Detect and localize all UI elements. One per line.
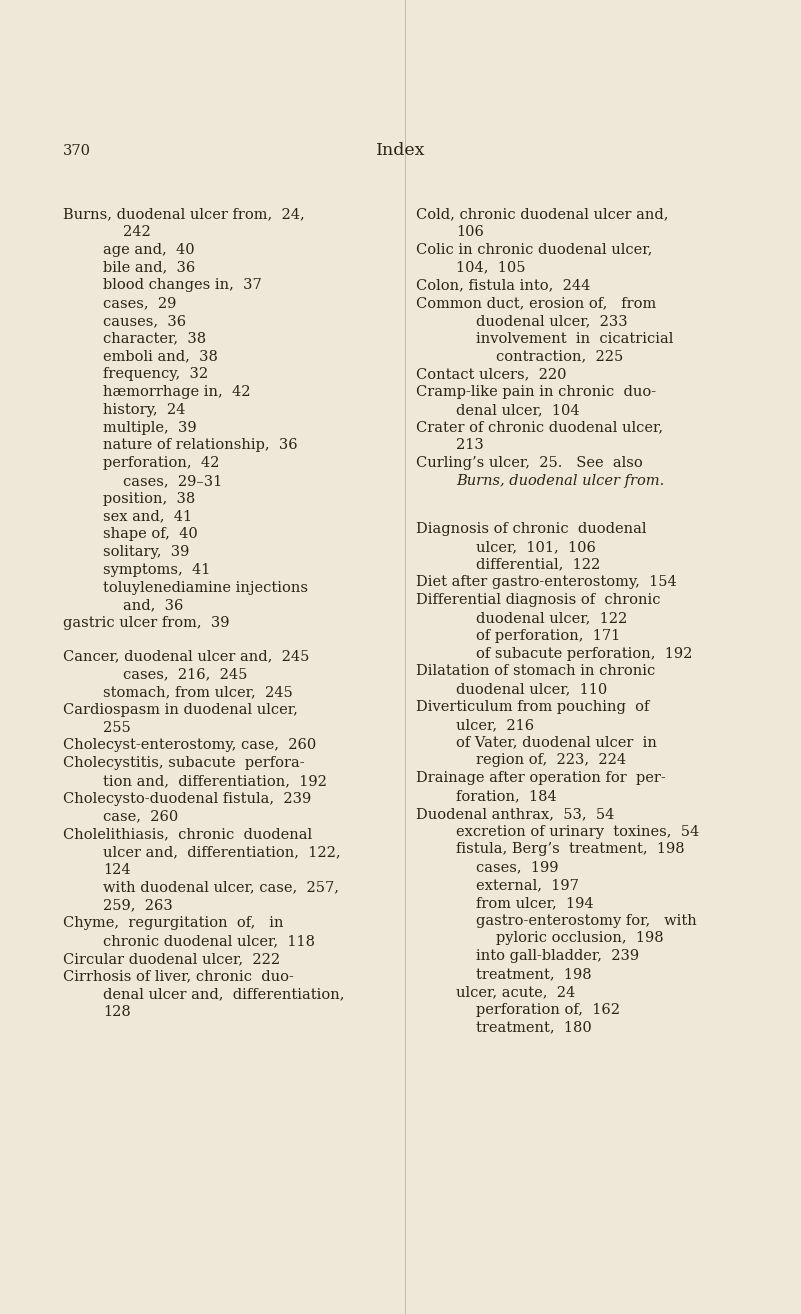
Text: Drainage after operation for  per-: Drainage after operation for per- [416,771,666,786]
Text: Cholecysto-duodenal fistula,  239: Cholecysto-duodenal fistula, 239 [63,792,312,805]
Text: Cirrhosis of liver, chronic  duo-: Cirrhosis of liver, chronic duo- [63,970,294,984]
Text: blood changes in,  37: blood changes in, 37 [103,279,262,292]
Text: and,  36: and, 36 [123,599,183,612]
Text: emboli and,  38: emboli and, 38 [103,350,218,364]
Text: character,  38: character, 38 [103,331,206,346]
Text: symptoms,  41: symptoms, 41 [103,562,211,577]
Text: perforation of,  162: perforation of, 162 [476,1003,620,1017]
Text: Index: Index [376,142,425,159]
Text: 128: 128 [103,1005,131,1020]
Text: Chyme,  regurgitation  of,   in: Chyme, regurgitation of, in [63,916,284,930]
Text: Cholelithiasis,  chronic  duodenal: Cholelithiasis, chronic duodenal [63,828,312,841]
Text: pyloric occlusion,  198: pyloric occlusion, 198 [496,932,663,946]
Text: age and,  40: age and, 40 [103,243,195,256]
Text: Cholecystitis, subacute  perfora-: Cholecystitis, subacute perfora- [63,756,304,770]
Text: differential,  122: differential, 122 [476,557,600,572]
Text: duodenal ulcer,  122: duodenal ulcer, 122 [476,611,627,625]
Text: Dilatation of stomach in chronic: Dilatation of stomach in chronic [416,665,655,678]
Text: gastric ulcer from,  39: gastric ulcer from, 39 [63,616,230,631]
Text: 104,  105: 104, 105 [456,260,525,275]
Text: cases,  29–31: cases, 29–31 [123,474,222,487]
Text: shape of,  40: shape of, 40 [103,527,198,541]
Text: Burns, duodenal ulcer from,  24,: Burns, duodenal ulcer from, 24, [63,208,304,221]
Text: fistula, Berg’s  treatment,  198: fistula, Berg’s treatment, 198 [456,842,685,857]
Text: toluylenediamine injections: toluylenediamine injections [103,581,308,595]
Text: position,  38: position, 38 [103,491,195,506]
Text: chronic duodenal ulcer,  118: chronic duodenal ulcer, 118 [103,934,315,949]
Text: into gall-bladder,  239: into gall-bladder, 239 [476,949,639,963]
Text: ulcer,  216: ulcer, 216 [456,717,534,732]
Text: frequency,  32: frequency, 32 [103,367,208,381]
Text: Cardiospasm in duodenal ulcer,: Cardiospasm in duodenal ulcer, [63,703,298,716]
Text: 213: 213 [456,439,484,452]
Text: duodenal ulcer,  110: duodenal ulcer, 110 [456,682,607,696]
Text: treatment,  198: treatment, 198 [476,967,592,982]
Text: history,  24: history, 24 [103,403,185,417]
Text: Differential diagnosis of  chronic: Differential diagnosis of chronic [416,593,661,607]
Text: Common duct, erosion of,   from: Common duct, erosion of, from [416,296,656,310]
Text: 106: 106 [456,225,484,239]
Text: external,  197: external, 197 [476,878,579,892]
Text: Diverticulum from pouching  of: Diverticulum from pouching of [416,700,650,714]
Text: region of,  223,  224: region of, 223, 224 [476,753,626,767]
Text: Contact ulcers,  220: Contact ulcers, 220 [416,367,566,381]
Text: foration,  184: foration, 184 [456,790,557,803]
Text: treatment,  180: treatment, 180 [476,1021,592,1034]
Text: perforation,  42: perforation, 42 [103,456,219,470]
Text: ulcer,  101,  106: ulcer, 101, 106 [476,540,596,555]
Text: cases,  199: cases, 199 [476,861,558,874]
Text: ulcer and,  differentiation,  122,: ulcer and, differentiation, 122, [103,845,340,859]
Text: denal ulcer and,  differentiation,: denal ulcer and, differentiation, [103,988,344,1001]
Text: multiple,  39: multiple, 39 [103,420,196,435]
Text: from ulcer,  194: from ulcer, 194 [476,896,594,909]
Text: Burns, duodenal ulcer from.: Burns, duodenal ulcer from. [456,474,664,487]
Text: 259,  263: 259, 263 [103,899,173,912]
Text: of perforation,  171: of perforation, 171 [476,629,620,643]
Text: denal ulcer,  104: denal ulcer, 104 [456,403,580,417]
Text: solitary,  39: solitary, 39 [103,545,189,560]
Text: stomach, from ulcer,  245: stomach, from ulcer, 245 [103,685,292,699]
Text: Colic in chronic duodenal ulcer,: Colic in chronic duodenal ulcer, [416,243,652,256]
Text: excretion of urinary  toxines,  54: excretion of urinary toxines, 54 [456,825,699,838]
Text: Curling’s ulcer,  25.   See  also: Curling’s ulcer, 25. See also [416,456,642,470]
Text: Diagnosis of chronic  duodenal: Diagnosis of chronic duodenal [416,522,646,536]
Text: bile and,  36: bile and, 36 [103,260,195,275]
Text: gastro-enterostomy for,   with: gastro-enterostomy for, with [476,913,697,928]
Text: Cholecyst-enterostomy, case,  260: Cholecyst-enterostomy, case, 260 [63,738,316,753]
Text: duodenal ulcer,  233: duodenal ulcer, 233 [476,314,628,327]
Text: Circular duodenal ulcer,  222: Circular duodenal ulcer, 222 [63,951,280,966]
Text: case,  260: case, 260 [103,809,179,824]
Text: Cancer, duodenal ulcer and,  245: Cancer, duodenal ulcer and, 245 [63,649,309,664]
Text: causes,  36: causes, 36 [103,314,186,327]
Text: Cramp-like pain in chronic  duo-: Cramp-like pain in chronic duo- [416,385,656,399]
Text: ulcer, acute,  24: ulcer, acute, 24 [456,986,575,999]
Text: with duodenal ulcer, case,  257,: with duodenal ulcer, case, 257, [103,880,339,895]
Text: contraction,  225: contraction, 225 [496,350,623,364]
Text: nature of relationship,  36: nature of relationship, 36 [103,439,298,452]
Text: hæmorrhage in,  42: hæmorrhage in, 42 [103,385,251,399]
Text: 124: 124 [103,863,131,876]
Text: Diet after gastro-enterostomy,  154: Diet after gastro-enterostomy, 154 [416,576,677,590]
Text: Crater of chronic duodenal ulcer,: Crater of chronic duodenal ulcer, [416,420,663,435]
Text: 255: 255 [103,720,131,735]
Text: cases,  29: cases, 29 [103,296,176,310]
Text: 370: 370 [63,145,91,158]
Text: 242: 242 [123,225,151,239]
Text: sex and,  41: sex and, 41 [103,510,192,523]
Text: Cold, chronic duodenal ulcer and,: Cold, chronic duodenal ulcer and, [416,208,669,221]
Text: involvement  in  cicatricial: involvement in cicatricial [476,331,674,346]
Text: cases,  216,  245: cases, 216, 245 [123,668,248,681]
Text: Duodenal anthrax,  53,  54: Duodenal anthrax, 53, 54 [416,807,614,821]
Text: of Vater, duodenal ulcer  in: of Vater, duodenal ulcer in [456,736,657,750]
Text: of subacute perforation,  192: of subacute perforation, 192 [476,646,692,661]
Text: Colon, fistula into,  244: Colon, fistula into, 244 [416,279,590,292]
Text: tion and,  differentiation,  192: tion and, differentiation, 192 [103,774,327,788]
